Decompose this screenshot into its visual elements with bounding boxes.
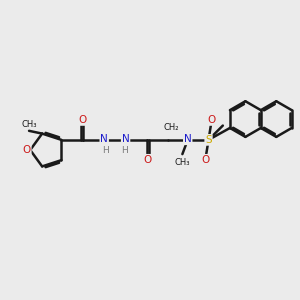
Text: S: S bbox=[205, 135, 212, 145]
Text: O: O bbox=[207, 115, 216, 125]
Text: O: O bbox=[201, 155, 210, 165]
Text: H: H bbox=[102, 146, 109, 155]
Text: CH₂: CH₂ bbox=[163, 122, 178, 131]
Text: O: O bbox=[79, 115, 87, 125]
Text: N: N bbox=[100, 134, 108, 144]
Text: O: O bbox=[22, 145, 31, 155]
Text: N: N bbox=[184, 134, 192, 144]
Text: H: H bbox=[121, 146, 128, 155]
Text: CH₃: CH₃ bbox=[175, 158, 190, 167]
Text: N: N bbox=[122, 134, 130, 144]
Text: O: O bbox=[143, 155, 151, 165]
Text: CH₃: CH₃ bbox=[21, 120, 37, 129]
